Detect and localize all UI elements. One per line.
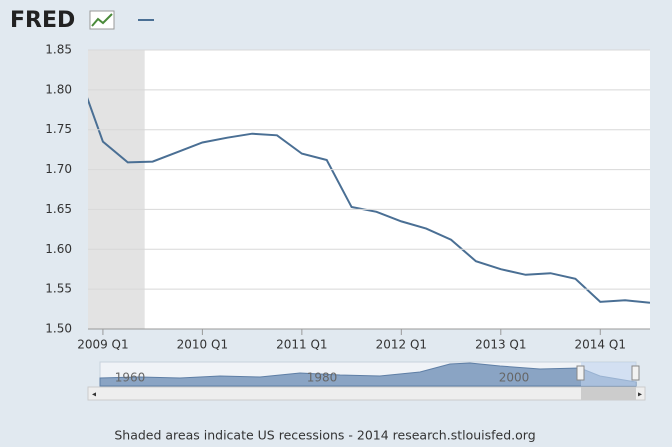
navigator-label: 2000	[499, 371, 530, 385]
y-tick-label: 1.55	[45, 282, 72, 296]
y-tick-label: 1.85	[45, 43, 72, 57]
y-tick-label: 1.65	[45, 202, 72, 216]
scrollbar-thumb[interactable]	[581, 387, 636, 400]
y-tick-label: 1.70	[45, 162, 72, 176]
x-tick-label: 2010 Q1	[177, 338, 228, 352]
logo-icon-line	[91, 13, 113, 27]
y-tick-label: 1.60	[45, 242, 72, 256]
x-tick-label: 2012 Q1	[376, 338, 427, 352]
x-tick-label: 2011 Q1	[276, 338, 327, 352]
x-tick-label: 2013 Q1	[475, 338, 526, 352]
navigator-range[interactable]	[581, 362, 636, 386]
footer: Shaded areas indicate US recessions - 20…	[114, 428, 535, 443]
recession-shade	[88, 50, 145, 329]
logo: FRED	[10, 8, 75, 33]
scroll-right[interactable]: ▸	[638, 390, 642, 399]
y-tick-label: 1.75	[45, 122, 72, 136]
navigator-label: 1980	[307, 371, 338, 385]
y-tick-label: 1.50	[45, 322, 72, 336]
scrollbar[interactable]	[87, 386, 646, 401]
navigator-label: 1960	[115, 371, 146, 385]
x-tick-label: 2014 Q1	[575, 338, 626, 352]
navigator-handle[interactable]	[576, 365, 585, 381]
y-tick-label: 1.80	[45, 82, 72, 96]
logo-icon	[89, 10, 115, 30]
navigator-handle[interactable]	[631, 365, 640, 381]
scroll-left[interactable]: ◂	[92, 390, 96, 399]
x-tick-label: 2009 Q1	[77, 338, 128, 352]
plot-area	[88, 50, 650, 329]
